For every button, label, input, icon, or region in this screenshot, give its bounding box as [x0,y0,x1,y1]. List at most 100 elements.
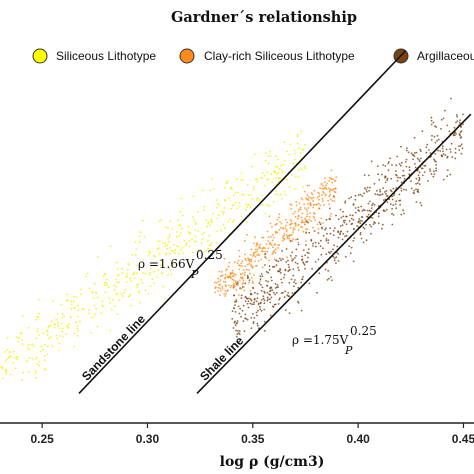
scatter-point [390,178,393,180]
scatter-point [288,234,291,237]
scatter-point [304,267,306,270]
scatter-point [440,127,442,130]
scatter-point [242,304,245,307]
scatter-point [327,269,330,272]
scatter-point [61,312,64,315]
scatter-point [215,199,218,202]
scatter-point [446,169,449,172]
scatter-point [314,219,317,222]
scatter-point [14,367,17,370]
scatter-point [264,152,267,155]
scatter-point [296,262,299,265]
scatter-point [153,270,156,273]
scatter-point [44,343,46,346]
scatter-point [281,169,284,172]
scatter-point [219,287,222,289]
scatter-point [413,163,416,165]
scatter-point [365,188,368,191]
scatter-point [118,281,120,284]
scatter-point [373,182,376,185]
scatter-point [326,279,329,281]
scatter-point [276,231,279,234]
scatter-point [276,284,279,286]
scatter-point [305,197,307,200]
scatter-point [21,339,24,341]
scatter-point [251,165,254,168]
scatter-point [370,232,372,235]
scatter-point [382,209,385,212]
scatter-point [417,174,420,177]
scatter-point [68,322,70,325]
scatter-point [444,109,446,112]
scatter-point [413,136,416,139]
scatter-point [188,240,191,243]
scatter-point [166,244,169,247]
scatter-point [65,299,68,302]
scatter-point [323,204,325,207]
scatter-point [246,318,249,321]
scatter-point [176,231,178,233]
scatter-point [331,181,334,184]
scatter-point [91,291,94,293]
scatter-point [34,372,37,375]
scatter-point [354,194,357,197]
scatter-point [212,212,214,215]
scatter-point [389,157,392,160]
scatter-point [313,189,316,192]
scatter-point [205,219,207,222]
scatter-point [265,270,268,273]
scatter-point [218,284,221,286]
scatter-point [103,284,106,287]
scatter-point [56,337,59,340]
scatter-point [67,326,69,329]
scatter-point [284,227,287,230]
scatter-point [80,293,82,296]
scatter-point [297,210,300,213]
scatter-point [238,268,241,271]
scatter-point [384,191,386,193]
scatter-point [330,169,333,172]
scatter-point [69,316,72,319]
scatter-point [332,195,335,198]
scatter-point [229,286,232,289]
scatter-point [215,206,218,209]
scatter-point [124,289,127,291]
scatter-point [322,247,324,250]
scatter-point [317,258,320,261]
scatter-point [423,164,426,167]
scatter-point [309,212,312,215]
scatter-point [267,171,269,174]
scatter-point [166,247,169,250]
scatter-point [387,162,390,165]
scatter-point [271,233,274,236]
scatter-point [83,308,85,311]
x-tick-label: 0.25 [30,432,54,446]
scatter-point [266,291,269,294]
scatter-point [318,221,321,224]
scatter-point [308,282,311,285]
scatter-point [121,267,123,270]
scatter-point [446,124,449,127]
scatter-point [242,280,245,282]
scatter-point [250,193,252,196]
scatter-point [367,213,370,216]
scatter-point [275,193,277,196]
scatter-point [306,194,309,197]
scatter-point [435,126,438,128]
scatter-point [306,213,309,216]
scatter-point [298,202,301,205]
scatter-point [297,243,300,246]
scatter-point [238,312,241,315]
scatter-point [248,279,251,282]
scatter-point [158,220,161,223]
scatter-point [346,230,349,233]
scatter-point [399,203,401,206]
scatter-point [147,292,150,295]
scatter-point [16,358,19,361]
scatter-point [249,298,252,301]
scatter-point [255,264,257,267]
scatter-point [442,117,445,120]
scatter-point [307,203,309,205]
scatter-point [317,232,320,234]
